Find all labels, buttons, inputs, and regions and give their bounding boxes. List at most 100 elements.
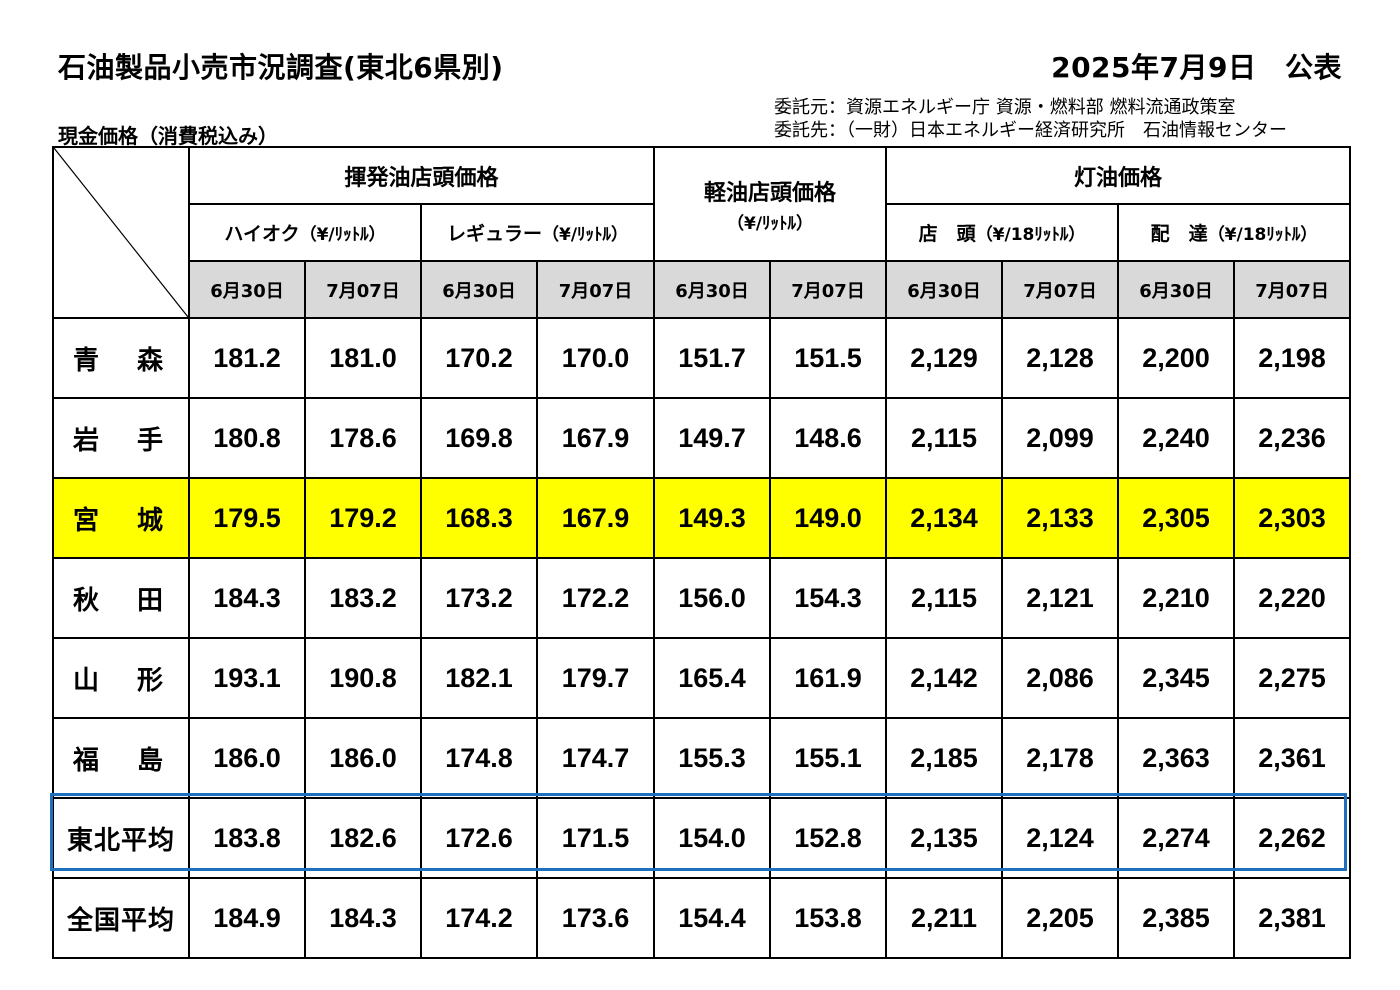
regular-unit: （¥/ﾘｯﾄﾙ） (541, 225, 629, 245)
table-row-akita: 秋 田 184.3 183.2 173.2 172.2 156.0 154.3 2,115 2,… (52, 557, 1352, 639)
price-cell: 151.5 (769, 317, 888, 399)
price-cell: 170.2 (420, 317, 538, 399)
row-label: 福 島 (52, 717, 190, 799)
price-cell: 186.0 (304, 717, 422, 799)
price-cell: 153.8 (769, 877, 888, 959)
price-cell: 2,220 (1233, 557, 1352, 639)
price-cell: 2,305 (1117, 477, 1236, 559)
price-cell: 2,115 (885, 397, 1004, 479)
price-cell: 2,128 (1001, 317, 1120, 399)
price-cell: 2,129 (885, 317, 1004, 399)
price-cell: 154.3 (769, 557, 888, 639)
diesel-header: 軽油店頭価格 （¥/ﾘｯﾄﾙ） (653, 146, 888, 262)
price-cell: 151.7 (653, 317, 772, 399)
date-header: 7月07日 (535, 260, 656, 319)
price-cell: 156.0 (653, 557, 772, 639)
price-cell: 2,303 (1233, 477, 1352, 559)
regular-header: レギュラー（¥/ﾘｯﾄﾙ） (419, 203, 656, 262)
price-cell: 2,178 (1001, 717, 1120, 799)
price-cell: 2,274 (1117, 797, 1236, 879)
delivery-label: 配 達 (1150, 223, 1208, 245)
diesel-header-unit: （¥/ﾘｯﾄﾙ） (727, 213, 814, 234)
gasoline-header: 揮発油店頭価格 (187, 146, 656, 205)
high-octane-unit: （¥/ﾘｯﾄﾙ） (299, 225, 386, 245)
header-row-2: ハイオク（¥/ﾘｯﾄﾙ） レギュラー（¥/ﾘｯﾄﾙ） 店 頭（¥/18ﾘｯﾄﾙ）… (53, 203, 1352, 262)
price-cell: 167.9 (535, 477, 656, 559)
table-row-aomori: 青 森 181.2 181.0 170.2 170.0 151.7 151.5 2,129 2,… (52, 317, 1352, 399)
date-header: 6月30日 (653, 260, 772, 319)
date-header: 6月30日 (885, 260, 1004, 319)
delivery-header: 配 達（¥/18ﾘｯﾄﾙ） (1117, 203, 1352, 262)
price-cell: 172.6 (420, 797, 538, 879)
price-cell: 2,363 (1117, 717, 1236, 799)
price-cell: 181.0 (304, 317, 422, 399)
price-cell: 2,099 (1001, 397, 1120, 479)
price-cell: 174.8 (420, 717, 538, 799)
delivery-unit: （¥/18ﾘｯﾄﾙ） (1207, 225, 1318, 245)
store-unit: （¥/18ﾘｯﾄﾙ） (975, 225, 1086, 245)
price-cell: 2,345 (1117, 637, 1236, 719)
price-cell: 190.8 (304, 637, 422, 719)
price-cell: 182.6 (304, 797, 422, 879)
price-cell: 2,124 (1001, 797, 1120, 879)
price-cell: 2,198 (1233, 317, 1352, 399)
table-row-tohoku-average: 東北平均 183.8 182.6 172.6 171.5 154.0 152.8 2,135 2… (52, 797, 1352, 879)
store-label: 店 頭 (918, 223, 976, 245)
row-label: 青 森 (52, 317, 190, 399)
price-cell: 2,121 (1001, 557, 1120, 639)
table-row-fukushima: 福 島 186.0 186.0 174.8 174.7 155.3 155.1 2,185 2,… (52, 717, 1352, 799)
price-cell: 179.5 (188, 477, 306, 559)
price-cell: 167.9 (535, 397, 656, 479)
date-header: 7月07日 (1001, 260, 1120, 319)
price-cell: 181.2 (188, 317, 306, 399)
price-cell: 2,200 (1117, 317, 1236, 399)
price-cell: 149.0 (769, 477, 888, 559)
table-row-miyagi: 宮 城 179.5 179.2 168.3 167.9 149.3 149.0 2,134 2,… (52, 477, 1352, 559)
price-cell: 168.3 (420, 477, 538, 559)
publication-date: 2025年7月9日 公表 (1051, 51, 1342, 84)
row-label: 秋 田 (52, 557, 190, 639)
price-cell: 184.9 (188, 877, 306, 959)
price-cell: 165.4 (653, 637, 772, 719)
price-cell: 173.2 (420, 557, 538, 639)
date-header: 7月07日 (304, 260, 422, 319)
price-cell: 180.8 (188, 397, 306, 479)
row-label: 山 形 (52, 637, 190, 719)
price-cell: 169.8 (420, 397, 538, 479)
row-label: 全国平均 (52, 877, 190, 959)
price-cell: 2,262 (1233, 797, 1352, 879)
store-header: 店 頭（¥/18ﾘｯﾄﾙ） (885, 203, 1120, 262)
table-row-national-average: 全国平均 184.9 184.3 174.2 173.6 154.4 153.8 2,211 2… (52, 877, 1352, 959)
price-cell: 182.1 (420, 637, 538, 719)
price-cell: 149.7 (653, 397, 772, 479)
price-cell: 2,133 (1001, 477, 1120, 559)
date-header: 6月30日 (1117, 260, 1236, 319)
price-cell: 171.5 (535, 797, 656, 879)
price-cell: 154.4 (653, 877, 772, 959)
commission-contractor: 委託先：（一財）日本エネルギー経済研究所 石油情報センター (774, 120, 1287, 141)
price-cell: 184.3 (188, 557, 306, 639)
header-row-1: 揮発油店頭価格 軽油店頭価格 （¥/ﾘｯﾄﾙ） 灯油価格 (52, 146, 1352, 319)
price-cell: 2,361 (1233, 717, 1352, 799)
price-cell: 154.0 (653, 797, 772, 879)
price-cell: 2,086 (1001, 637, 1120, 719)
header-row-dates: 6月30日 7月07日 6月30日 7月07日 6月30日 7月07日 6月30… (53, 260, 1352, 319)
high-octane-label: ハイオク (224, 223, 300, 245)
price-cell: 2,142 (885, 637, 1004, 719)
table-row-yamagata: 山 形 193.1 190.8 182.1 179.7 165.4 161.9 2,142 2,… (52, 637, 1352, 719)
row-label: 宮 城 (52, 477, 190, 559)
price-cell: 183.8 (188, 797, 306, 879)
price-cell: 2,275 (1233, 637, 1352, 719)
price-cell: 2,236 (1233, 397, 1352, 479)
document-title: 石油製品小売市況調査(東北6県別) (58, 51, 504, 84)
price-cell: 174.7 (535, 717, 656, 799)
price-cell: 2,135 (885, 797, 1004, 879)
commission-info: 委託元：資源エネルギー庁 資源・燃料部 燃料流通政策室 委託先：（一財）日本エネ… (774, 96, 1287, 142)
price-table: 揮発油店頭価格 軽油店頭価格 （¥/ﾘｯﾄﾙ） 灯油価格 ハイオク（¥/ﾘｯﾄﾙ… (52, 146, 1352, 959)
price-cell: 2,385 (1117, 877, 1236, 959)
kerosene-header: 灯油価格 (885, 146, 1352, 205)
price-cell: 2,185 (885, 717, 1004, 799)
price-cell: 172.2 (535, 557, 656, 639)
corner-cell (52, 146, 190, 319)
price-cell: 2,211 (885, 877, 1004, 959)
